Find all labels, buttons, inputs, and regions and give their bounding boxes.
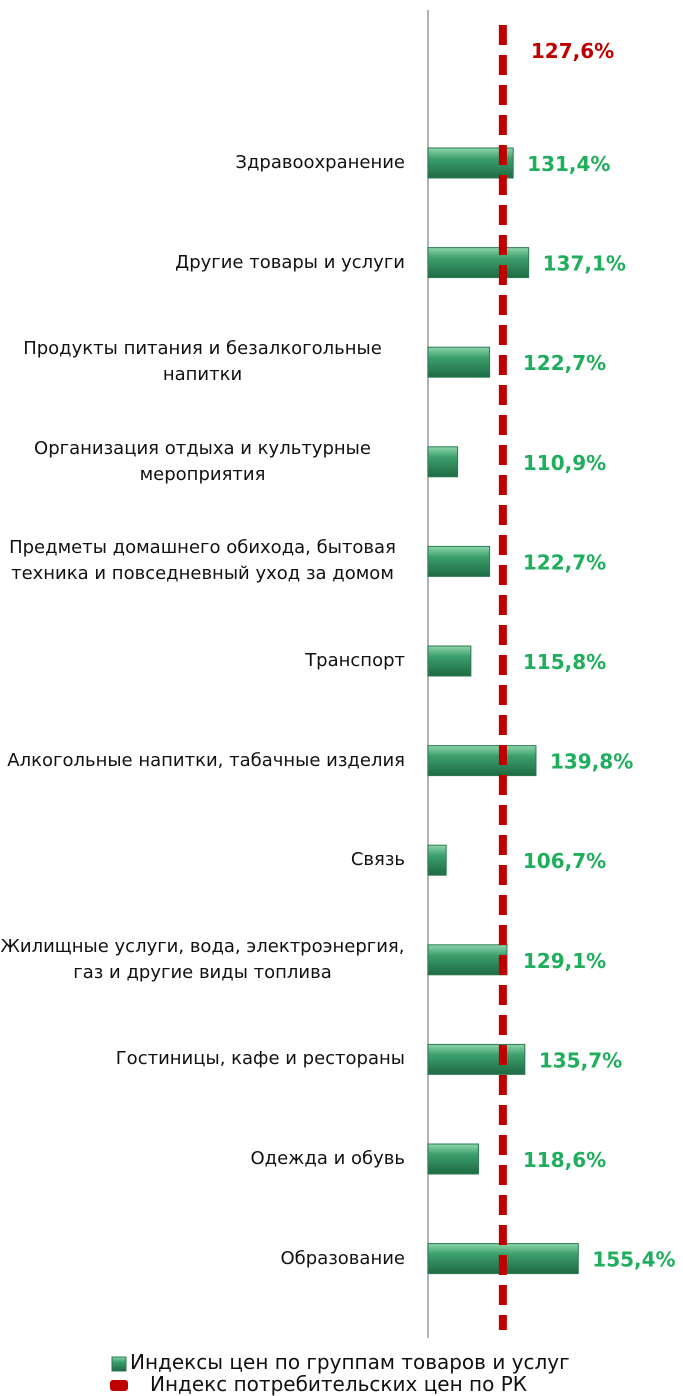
category-text: Жилищные услуги, вода, электроэнергия, г… xyxy=(0,935,405,983)
category-label: Гостиницы, кафе и рестораны xyxy=(0,1009,405,1109)
category-text: Предметы домашнего обихода, бытовая техн… xyxy=(9,537,396,585)
category-label: Здравоохранение xyxy=(0,113,405,213)
value-label: 129,1% xyxy=(523,949,606,973)
category-text: Гостиницы, кафе и рестораны xyxy=(115,1048,405,1070)
category-label: Предметы домашнего обихода, бытовая техн… xyxy=(0,511,405,611)
bar xyxy=(427,545,491,577)
category-label: Связь xyxy=(0,810,405,910)
category-label: Одежда и обувь xyxy=(0,1109,405,1209)
category-label: Образование xyxy=(0,1209,406,1309)
legend-label: Индексы цен по группам товаров и услуг xyxy=(130,1350,570,1374)
value-label: 139,8% xyxy=(550,750,633,774)
bar xyxy=(427,645,472,677)
category-text: Здравоохранение xyxy=(235,152,405,173)
bar xyxy=(427,944,508,976)
value-label: 135,7% xyxy=(539,1048,622,1072)
bar xyxy=(427,247,530,279)
bar xyxy=(427,745,537,777)
category-text: Транспорт xyxy=(305,650,405,671)
value-label: 118,6% xyxy=(523,1148,606,1172)
value-label: 131,4% xyxy=(527,152,610,176)
value-label: 122,7% xyxy=(523,351,606,375)
value-label: 110,9% xyxy=(523,451,606,475)
value-label: 106,7% xyxy=(523,849,606,873)
bar xyxy=(427,844,447,876)
value-label: 155,4% xyxy=(592,1248,675,1272)
category-text: Связь xyxy=(350,849,405,871)
legend-swatch xyxy=(111,1356,127,1372)
category-label: Другие товары и услуги xyxy=(0,213,405,313)
value-label: 122,7% xyxy=(523,550,606,574)
category-label: Жилищные услуги, вода, электроэнергия, г… xyxy=(0,910,405,1010)
legend-label: Индекс потребительских цен по РК xyxy=(150,1372,527,1396)
category-text: Продукты питания и безалкогольные напитк… xyxy=(23,338,382,386)
value-label: 115,8% xyxy=(523,650,606,674)
bar xyxy=(427,346,491,378)
value-label: 137,1% xyxy=(543,252,626,276)
category-text: Организация отдыха и культурные мероприя… xyxy=(34,437,371,485)
category-label: Продукты питания и безалкогольные напитк… xyxy=(0,312,405,412)
bar xyxy=(427,1043,526,1075)
legend-swatch xyxy=(110,1380,128,1391)
category-label: Транспорт xyxy=(0,611,405,711)
category-label: Алкогольные напитки, табачные изделия xyxy=(0,711,405,811)
category-text: Одежда и обувь xyxy=(250,1148,405,1169)
category-label: Организация отдыха и культурные мероприя… xyxy=(0,412,405,512)
reference-label: 127,6% xyxy=(531,39,614,63)
bar xyxy=(427,1143,479,1175)
category-text: Другие товары и услуги xyxy=(175,251,405,273)
category-text: Алкогольные напитки, табачные изделия xyxy=(7,749,405,771)
bar xyxy=(427,446,459,478)
category-text: Образование xyxy=(280,1247,406,1269)
